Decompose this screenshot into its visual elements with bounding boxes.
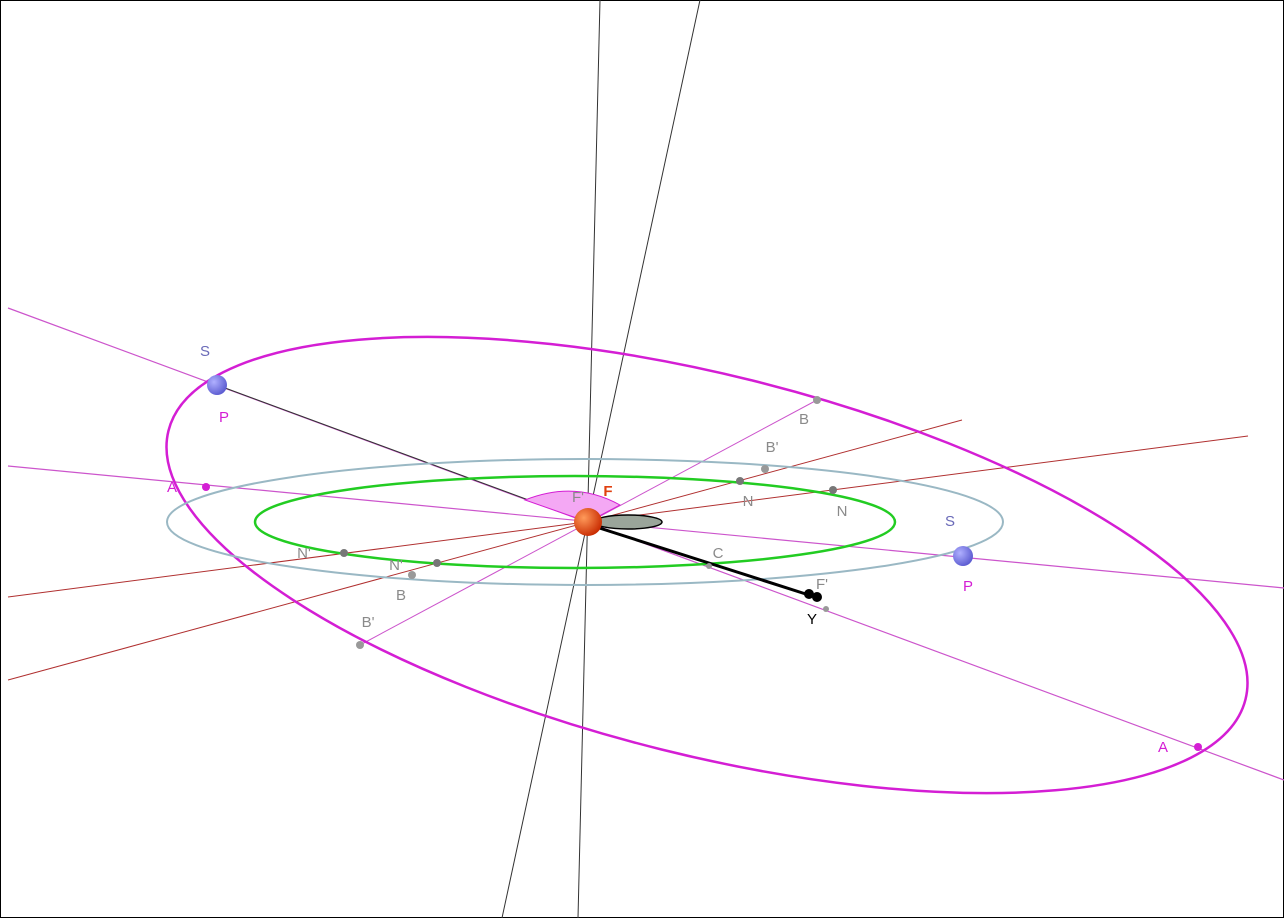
- point-label: B: [396, 587, 406, 604]
- point-label: A: [167, 479, 177, 496]
- point-label: C: [713, 545, 724, 562]
- point: [340, 549, 348, 557]
- point: [823, 606, 829, 612]
- point-label: F: [603, 483, 612, 500]
- point: [202, 483, 210, 491]
- planet: [953, 546, 973, 566]
- point-label: S: [200, 343, 210, 360]
- point-label: Y: [807, 611, 817, 628]
- point: [1194, 743, 1202, 751]
- point-label: N: [837, 503, 848, 520]
- planet: [207, 375, 227, 395]
- point-label: N': [297, 545, 311, 562]
- point-label: B': [362, 614, 375, 631]
- angle-marker: [593, 514, 663, 530]
- vector: [589, 523, 813, 598]
- point: [812, 592, 822, 602]
- point-label: N: [743, 493, 754, 510]
- middle-orbit: [166, 458, 1004, 586]
- point-label: N': [389, 557, 403, 574]
- point: [433, 559, 441, 567]
- node-line: [7, 419, 963, 681]
- point: [736, 477, 744, 485]
- point-label: P: [963, 578, 973, 595]
- point-label: B: [799, 411, 809, 428]
- inner-orbit: [253, 474, 897, 570]
- point: [706, 563, 712, 569]
- point: [408, 571, 416, 579]
- point: [829, 486, 837, 494]
- point-label: P: [219, 409, 229, 426]
- point: [356, 641, 364, 649]
- point-label: B': [766, 439, 779, 456]
- point: [761, 465, 769, 473]
- point-label: A: [1158, 739, 1168, 756]
- point-label: F': [572, 489, 584, 506]
- points: [202, 375, 1202, 751]
- point: [804, 589, 814, 599]
- sun: [574, 508, 602, 536]
- outer-orbit: [165, 335, 1249, 795]
- point-label: S: [945, 513, 955, 530]
- point-label: F': [816, 576, 828, 593]
- labels: S P A B B' N N F' F S P N' N' B C F' Y B…: [167, 343, 1168, 756]
- point: [813, 396, 821, 404]
